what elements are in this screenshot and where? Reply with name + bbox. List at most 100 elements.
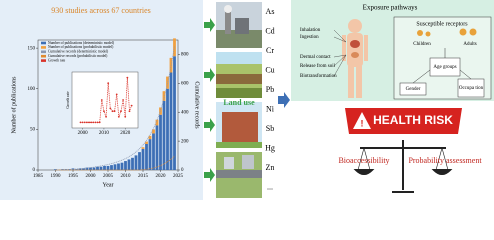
element: ... (267, 182, 273, 191)
bar (61, 169, 64, 170)
x-axis-label: Year (102, 182, 113, 188)
x-tick-label: 2000 (78, 131, 89, 136)
bar (106, 165, 110, 170)
x-tick-label: 2015 (138, 174, 149, 179)
bar (173, 38, 176, 57)
bar (145, 144, 148, 170)
point (113, 110, 116, 113)
bar (68, 169, 71, 170)
legend-swatch (41, 50, 46, 54)
bar (134, 155, 138, 170)
bar (85, 167, 89, 170)
point (120, 110, 122, 113)
pathway: Biotransformation (300, 74, 337, 79)
x-tick-label: 2025 (173, 174, 184, 179)
pathway: Dermal contact (300, 55, 331, 60)
health-risk-banner (345, 108, 462, 134)
bar (103, 165, 106, 170)
y2-tick-label: 800 (181, 53, 189, 58)
bar (141, 147, 145, 149)
point (124, 115, 127, 118)
y-tick-label: 0 (33, 168, 36, 173)
x-tick-label: 2000 (86, 174, 97, 179)
bar (71, 168, 75, 170)
y-tick-label: 100 (28, 87, 36, 92)
bar (127, 159, 131, 170)
element: As (266, 7, 275, 16)
legend-label: Growth rate (48, 58, 66, 62)
element-list: As Cd Cr Cu Pb Ni Sb Hg Zn... (265, 7, 275, 192)
point (98, 121, 101, 124)
legend-label: Number of publications (probabilistic mo… (48, 45, 114, 49)
y-tick-label: 50 (30, 128, 36, 133)
bar (152, 133, 155, 170)
receptor-factor: Age groups (433, 65, 456, 70)
bar (75, 169, 78, 170)
body (342, 19, 368, 98)
element: Cr (266, 46, 274, 55)
pathways: Inhalation Ingestion Dermal contact Release… (300, 28, 347, 79)
pathway-arrow (333, 29, 347, 43)
x-tick-label: 2010 (99, 131, 110, 136)
land-use-label: Land use (223, 98, 255, 107)
bar (148, 139, 152, 170)
arrow (278, 92, 290, 108)
bar (120, 162, 124, 170)
bar (92, 167, 96, 170)
point (86, 121, 88, 124)
legend-swatch (41, 46, 46, 49)
y2-tick-label: 400 (181, 110, 189, 115)
x-tick-label: 2010 (121, 174, 132, 179)
x-tick-label: 1985 (33, 174, 44, 179)
bar (155, 125, 159, 170)
bar (173, 56, 176, 170)
point (105, 115, 107, 118)
x-tick-label: 1990 (51, 174, 62, 179)
legend-swatch (41, 54, 46, 58)
organs (350, 40, 360, 58)
line (55, 46, 175, 171)
bar (124, 161, 127, 170)
point (130, 104, 133, 107)
point (115, 93, 118, 96)
bar (113, 164, 117, 170)
pathway-arrow (333, 54, 347, 77)
y-tick-label: 150 (28, 46, 36, 51)
bar (152, 129, 155, 134)
point (90, 121, 93, 124)
connector (412, 48, 472, 84)
land-use-images (216, 2, 262, 198)
bar (78, 168, 82, 170)
element: Zn (266, 163, 275, 172)
receptor-group: Children (413, 42, 431, 47)
pathway: Inhalation (300, 28, 321, 33)
receptor-factor: Occupa tion (459, 86, 484, 91)
canvas: 930 studies across 67 countries 0 50 100 15… (0, 0, 494, 200)
legend-swatch (41, 41, 46, 45)
element: Pb (266, 85, 274, 94)
bar (169, 72, 173, 170)
legend-label: Cumulative records (deterministic model) (48, 50, 109, 54)
pathway: Ingestion (300, 35, 319, 40)
element: Ni (266, 104, 275, 113)
pathway-arrow (333, 36, 347, 43)
point (92, 121, 95, 124)
pathway: Release from soil (300, 64, 336, 69)
bar (64, 169, 68, 170)
line (55, 155, 175, 171)
point (122, 99, 124, 101)
legend-label: Number of publications (deterministic mo… (48, 41, 115, 45)
bar (82, 168, 85, 170)
bar (99, 166, 103, 170)
point (100, 99, 103, 101)
element: Sb (266, 124, 274, 133)
pathway-arrow (333, 54, 347, 67)
bar (110, 165, 113, 170)
legend-label: Cumulative records (probabilistic model) (48, 54, 108, 58)
assessment-label: Bioaccessibility (338, 156, 389, 165)
health-risk: HEALTH RISK (373, 113, 453, 127)
bar (166, 76, 169, 89)
point (83, 121, 86, 124)
x-tick-label: 2020 (120, 131, 131, 136)
bar (141, 148, 145, 170)
